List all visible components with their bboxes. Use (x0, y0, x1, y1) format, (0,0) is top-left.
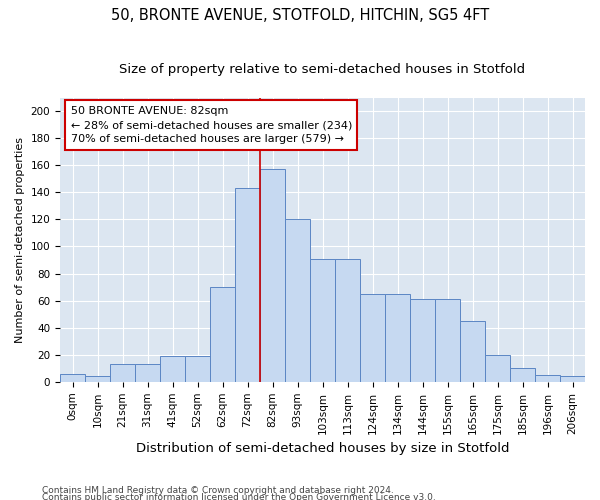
Bar (335, 258, 360, 382)
Y-axis label: Number of semi-detached properties: Number of semi-detached properties (15, 136, 25, 342)
Bar (235, 188, 260, 382)
Bar (385, 294, 410, 382)
Text: Contains public sector information licensed under the Open Government Licence v3: Contains public sector information licen… (42, 494, 436, 500)
Bar (460, 321, 485, 382)
Bar (510, 368, 535, 382)
Bar (410, 299, 435, 382)
Bar (210, 287, 235, 382)
Text: 50, BRONTE AVENUE, STOTFOLD, HITCHIN, SG5 4FT: 50, BRONTE AVENUE, STOTFOLD, HITCHIN, SG… (111, 8, 489, 22)
Bar (135, 364, 160, 382)
Bar (160, 356, 185, 382)
Bar (310, 258, 335, 382)
Bar (485, 354, 510, 382)
Bar (85, 376, 110, 382)
Bar (60, 374, 85, 382)
Bar (360, 294, 385, 382)
Bar (185, 356, 210, 382)
Bar (435, 299, 460, 382)
X-axis label: Distribution of semi-detached houses by size in Stotfold: Distribution of semi-detached houses by … (136, 442, 509, 455)
Bar (560, 376, 585, 382)
Bar (535, 375, 560, 382)
Bar (285, 220, 310, 382)
Text: 50 BRONTE AVENUE: 82sqm
← 28% of semi-detached houses are smaller (234)
70% of s: 50 BRONTE AVENUE: 82sqm ← 28% of semi-de… (71, 106, 352, 144)
Text: Contains HM Land Registry data © Crown copyright and database right 2024.: Contains HM Land Registry data © Crown c… (42, 486, 394, 495)
Title: Size of property relative to semi-detached houses in Stotfold: Size of property relative to semi-detach… (119, 62, 526, 76)
Bar (110, 364, 135, 382)
Bar (260, 170, 285, 382)
